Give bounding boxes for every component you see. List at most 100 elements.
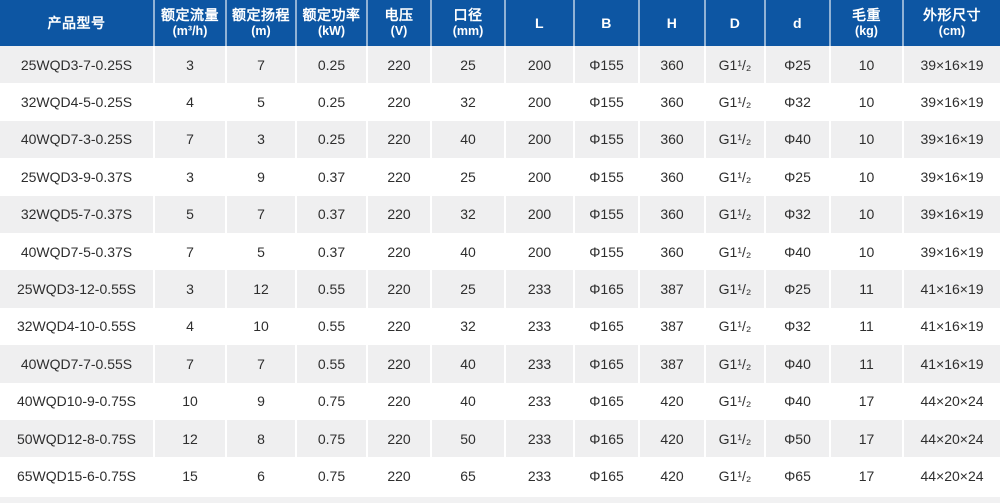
table-header: 产品型号 额定流量 (m³/h) 额定扬程 (m) 额定功率 (kW) 电压 (V) 口径 (mm)… xyxy=(0,0,1000,46)
spec-cell: 233 xyxy=(506,382,575,420)
column-unit: (kg) xyxy=(855,24,878,39)
spec-cell: Φ165 xyxy=(575,307,640,346)
column-header-8: H xyxy=(640,0,706,46)
spec-cell: Φ25 xyxy=(766,158,831,196)
spec-cell: 41×16×19 xyxy=(920,318,984,335)
spec-cell: 220 xyxy=(368,307,432,346)
spec-cell: 8 xyxy=(227,419,297,458)
spec-cell: 39×16×19 xyxy=(920,206,984,223)
column-label: d xyxy=(792,14,803,31)
spec-cell: Φ165 xyxy=(575,345,640,383)
spec-cell: Φ155 xyxy=(575,195,640,233)
table-row: 32WQD5-7-0.37S 5 7 0.37 220 32 200 Φ155 360 G1¹/₂… xyxy=(0,195,1000,233)
spec-cell: G1¹/₂ xyxy=(706,307,766,346)
spec-cell: 200 xyxy=(506,232,575,271)
column-header-5: 口径 (mm) xyxy=(432,0,506,46)
spec-cell: G1¹/₂ xyxy=(706,46,766,84)
spec-cell: 360 xyxy=(640,232,706,271)
spec-cell: 7 xyxy=(155,345,227,383)
spec-cell: 15 xyxy=(155,457,227,495)
spec-cell: 220 xyxy=(368,382,432,420)
spec-cell: 40 xyxy=(432,232,506,271)
spec-cell: 40 xyxy=(432,345,506,383)
model-cell: 25WQD3-7-0.25S xyxy=(0,46,155,84)
spec-cell: Φ155 xyxy=(575,232,640,271)
spec-cell: 40 xyxy=(432,382,506,420)
spec-cell: 200 xyxy=(506,158,575,196)
spec-cell: 5 xyxy=(227,232,297,271)
spec-cell: Φ40 xyxy=(766,382,831,420)
spec-cell: G1¹/₂ xyxy=(706,270,766,308)
spec-cell: 41×16×19 xyxy=(920,281,984,298)
spec-cell: Φ40 xyxy=(766,232,831,271)
spec-cell: 7 xyxy=(155,120,227,159)
column-header-0: 产品型号 xyxy=(0,0,155,46)
spec-cell: 3 xyxy=(155,46,227,84)
spec-cell: 0.55 xyxy=(297,345,368,383)
spec-cell: 7 xyxy=(155,232,227,271)
spec-cell: 220 xyxy=(368,419,432,458)
column-header-7: B xyxy=(575,0,640,46)
spec-cell: 39×16×19 xyxy=(920,56,984,73)
spec-cell: 11 xyxy=(831,345,904,383)
spec-cell: 220 xyxy=(368,120,432,159)
column-label: 电压 xyxy=(384,7,414,24)
spec-cell: 44×20×24 xyxy=(920,467,984,484)
spec-cell: Φ65 xyxy=(766,457,831,495)
spec-cell: 0.55 xyxy=(297,270,368,308)
column-header-4: 电压 (V) xyxy=(368,0,432,46)
spec-cell: 420 xyxy=(640,457,706,495)
spec-cell: Φ50 xyxy=(766,419,831,458)
spec-cell: 65 xyxy=(432,457,506,495)
spec-cell: 220 xyxy=(368,457,432,495)
spec-cell: Φ25 xyxy=(766,270,831,308)
spec-cell: 7 xyxy=(227,46,297,84)
spec-cell: G1¹/₂ xyxy=(706,232,766,271)
model-cell: 50WQD12-8-0.75S xyxy=(0,419,155,458)
spec-cell: 220 xyxy=(368,345,432,383)
spec-cell: 0.37 xyxy=(297,232,368,271)
spec-cell: 39×16×19 xyxy=(920,131,984,148)
spec-cell: 10 xyxy=(831,195,904,233)
spec-cell: Φ32 xyxy=(766,195,831,233)
table-row: 32WQD4-10-0.55S 4 10 0.55 220 32 233 Φ165 387 G1¹… xyxy=(0,307,1000,346)
spec-cell: 6 xyxy=(227,457,297,495)
column-label: D xyxy=(729,14,741,31)
spec-cell: 10 xyxy=(227,307,297,346)
column-label: 毛重 xyxy=(852,7,881,24)
spec-cell: Φ25 xyxy=(766,46,831,84)
model-cell: 40WQD7-7-0.55S xyxy=(0,345,155,383)
spec-cell: Φ32 xyxy=(766,307,831,346)
column-unit: (cm) xyxy=(938,24,966,39)
spec-cell: 32 xyxy=(432,83,506,121)
column-label: B xyxy=(601,14,612,31)
table-bottom-strip xyxy=(0,494,1000,503)
spec-cell: Φ165 xyxy=(575,457,640,495)
spec-cell: 5 xyxy=(155,195,227,233)
column-label: 外形尺寸 xyxy=(923,7,981,24)
spec-cell: 220 xyxy=(368,195,432,233)
spec-cell: 220 xyxy=(368,158,432,196)
table-row: 40WQD7-3-0.25S 7 3 0.25 220 40 200 Φ155 360 G1¹/₂… xyxy=(0,120,1000,159)
spec-cell: G1¹/₂ xyxy=(706,345,766,383)
spec-cell: 44×20×24 xyxy=(920,430,984,447)
spec-cell: 360 xyxy=(640,158,706,196)
spec-cell: 12 xyxy=(155,419,227,458)
spec-cell: 39×16×19 xyxy=(920,243,984,260)
spec-cell: 12 xyxy=(227,270,297,308)
spec-cell: 233 xyxy=(506,419,575,458)
table-row: 25WQD3-12-0.55S 3 12 0.55 220 25 233 Φ165 387 G1¹… xyxy=(0,270,1000,308)
spec-cell: G1¹/₂ xyxy=(706,83,766,121)
spec-cell: 25 xyxy=(432,46,506,84)
table-row: 40WQD7-7-0.55S 7 7 0.55 220 40 233 Φ165 387 G1¹/₂… xyxy=(0,345,1000,383)
spec-cell: 200 xyxy=(506,46,575,84)
model-cell: 40WQD7-5-0.37S xyxy=(0,232,155,271)
spec-cell: 360 xyxy=(640,120,706,159)
spec-cell: 0.75 xyxy=(297,419,368,458)
column-label: 额定功率 xyxy=(302,7,361,24)
spec-cell: 17 xyxy=(831,419,904,458)
spec-cell: Φ155 xyxy=(575,120,640,159)
model-cell: 25WQD3-9-0.37S xyxy=(0,158,155,196)
